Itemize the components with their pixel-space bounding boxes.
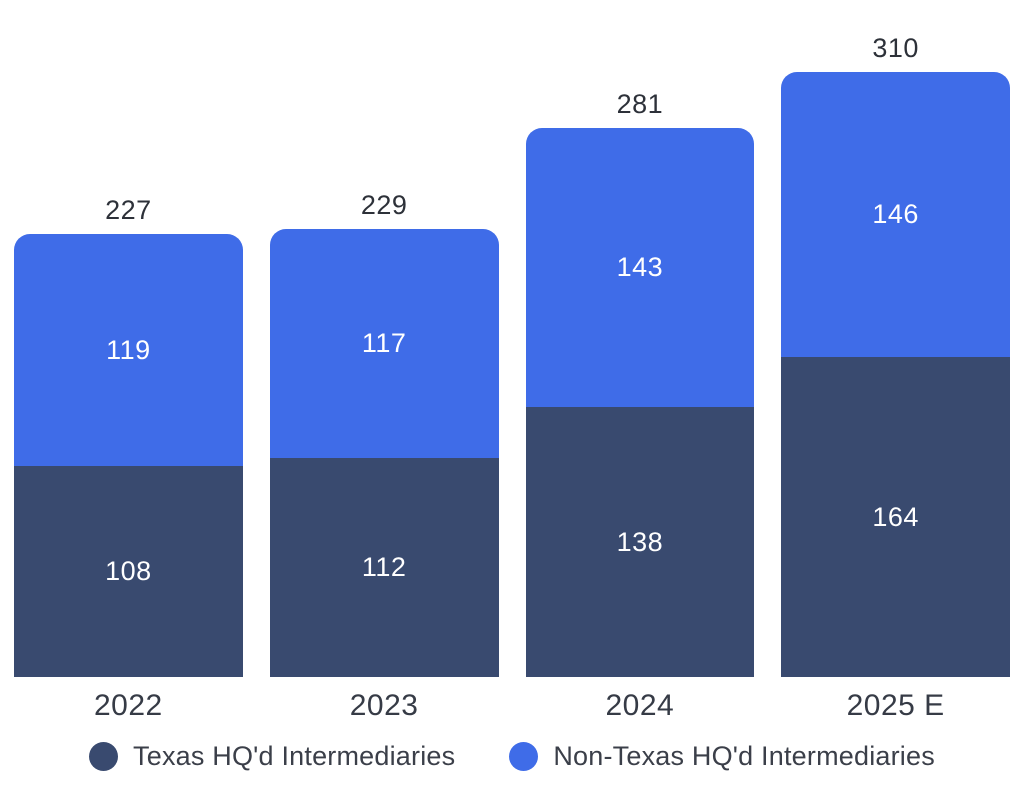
legend-label-texas: Texas HQ'd Intermediaries [133,741,456,771]
bar-column-2024: 281 143 138 [525,0,755,677]
legend-dot-non-texas-icon [509,741,539,771]
x-tick-label: 2025 E [846,689,945,722]
bar-value-label: 119 [106,334,151,365]
bar-total-label: 229 [360,190,408,220]
bar-segment-non-texas: 146 [781,72,1010,357]
bar-value-label: 112 [361,552,407,582]
bar-value-label: 117 [361,328,407,358]
bar-total-label: 227 [105,195,152,225]
bar-total-label: 281 [616,89,664,119]
bar-column-2023: 229 117 112 [269,0,499,677]
bar-segment-texas: 164 [781,357,1010,677]
legend-item-texas: Texas HQ'd Intermediaries [89,740,455,772]
plot-area: 227 119 108 229 117 112 281 143 138 310 146 164 [14,0,1010,677]
x-tick-label: 2022 [94,689,163,722]
legend-label-non-texas: Non-Texas HQ'd Intermediaries [553,741,935,771]
bar-total-label: 310 [872,33,919,63]
x-axis: 2022 2023 2024 2025 E [0,689,1024,723]
bar-value-label: 143 [616,252,664,282]
legend: Texas HQ'd Intermediaries Non-Texas HQ'd… [0,740,1024,772]
bar-column-2022: 227 119 108 [14,0,243,677]
bar-value-label: 108 [105,556,152,586]
x-tick-label: 2024 [605,689,675,722]
bar-segment-texas: 138 [525,407,755,677]
bar-segment-non-texas: 143 [525,128,755,407]
bar-value-label: 138 [616,526,664,557]
bar-segment-non-texas: 119 [14,234,243,466]
x-tick-label: 2023 [349,689,419,722]
bar-value-label: 164 [872,501,919,532]
bar-segment-texas: 112 [269,458,499,677]
bar-segment-non-texas: 117 [269,229,499,458]
legend-item-non-texas: Non-Texas HQ'd Intermediaries [509,740,935,772]
legend-dot-texas-icon [89,741,119,771]
bar-segment-texas: 108 [14,466,243,677]
bar-value-label: 146 [872,199,919,229]
bar-column-2025-e: 310 146 164 [781,0,1010,677]
